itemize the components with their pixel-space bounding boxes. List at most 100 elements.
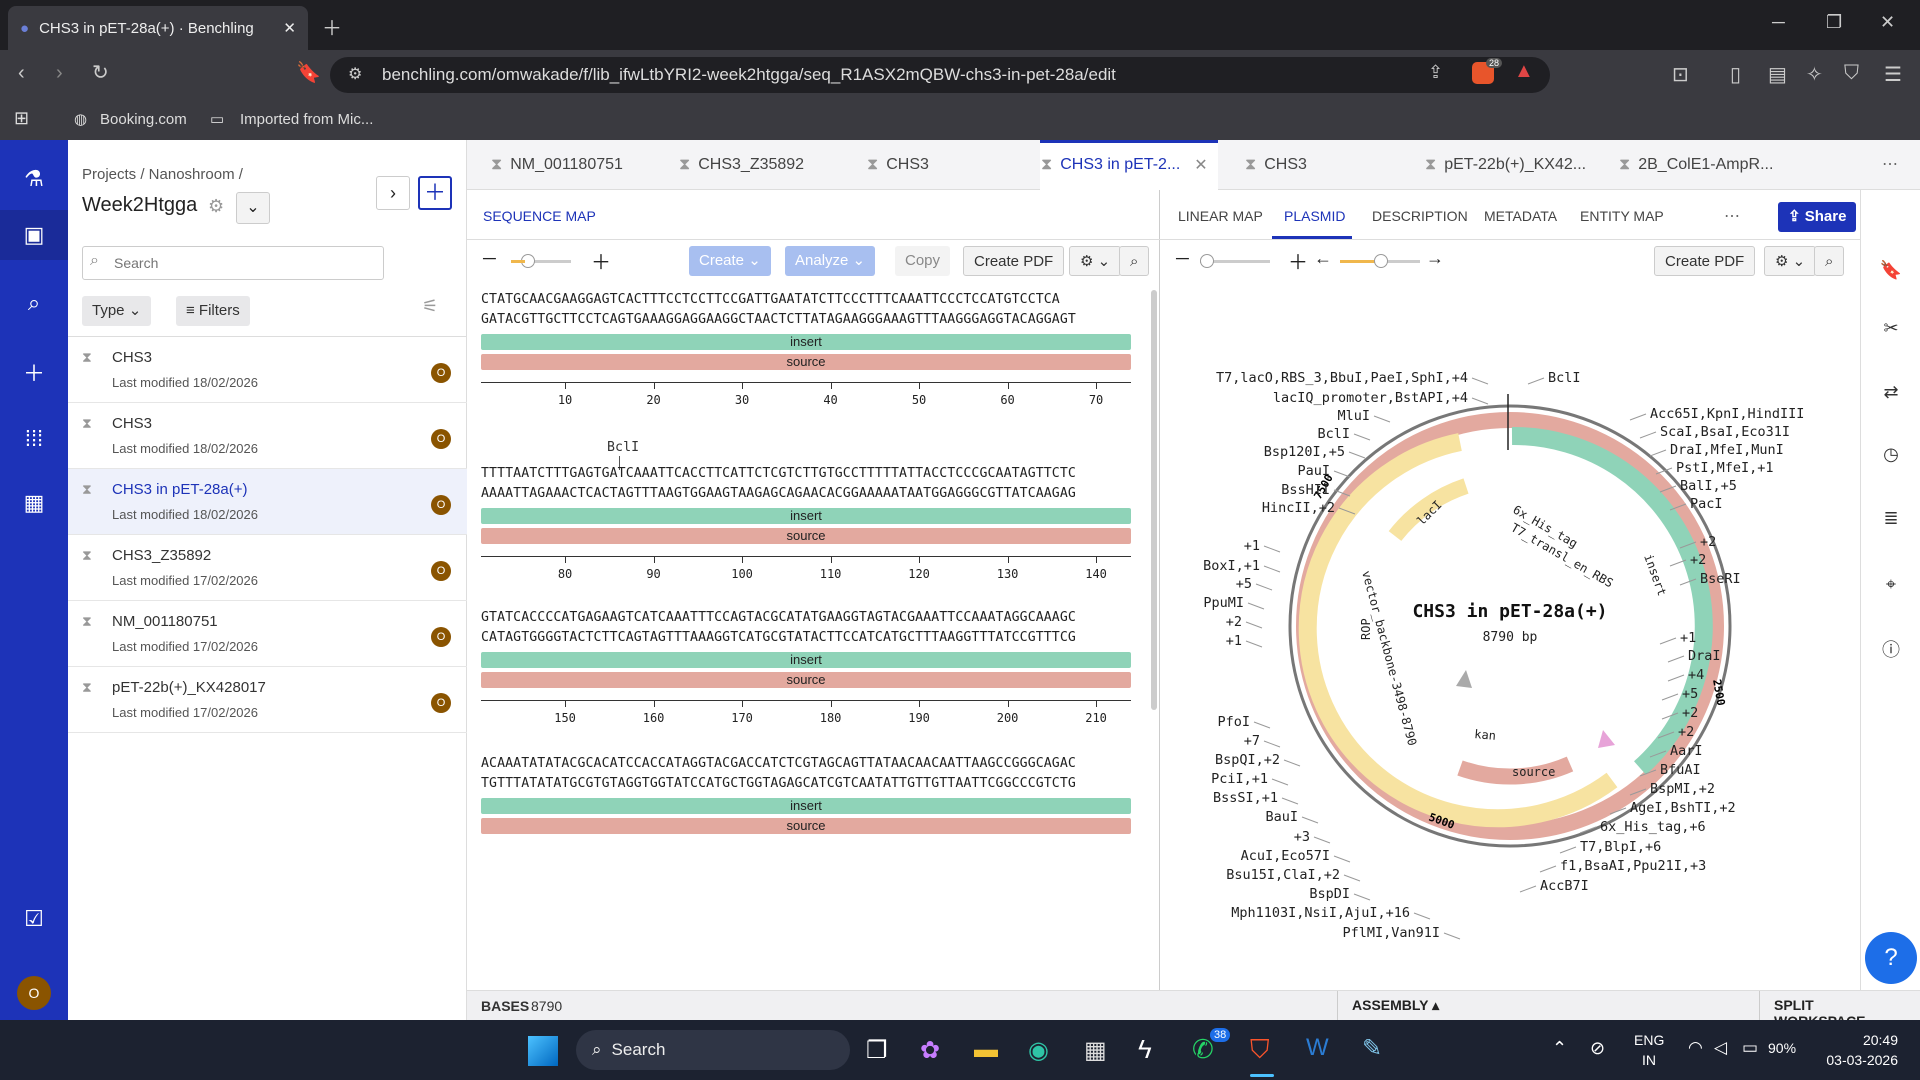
plasmid-zoom-slider[interactable] — [1200, 254, 1270, 268]
enzyme-site-label[interactable]: BclI — [1548, 370, 1581, 386]
plasmid-zoom-in-icon[interactable]: ＋ — [1288, 252, 1308, 274]
share-button[interactable]: ⇪ Share — [1778, 202, 1857, 232]
bookmark-icon[interactable]: 🔖 — [296, 62, 321, 84]
doc-tab[interactable]: ⧗ pET-22b(+)_KX42... — [1425, 140, 1586, 190]
insert-feature-bar[interactable]: insert — [481, 652, 1131, 668]
enzyme-site-label[interactable]: +3 — [1294, 829, 1310, 845]
file-list-item[interactable]: ⧗ CHS3 in pET-28a(+) Last modified 18/02/2… — [68, 469, 467, 535]
feature-label[interactable]: kan — [1474, 727, 1497, 743]
align-icon[interactable]: ⇄ — [1883, 382, 1899, 402]
analyze-button[interactable]: Analyze ⌄ — [785, 246, 876, 276]
brave-rewards-icon[interactable]: ▲ — [1514, 60, 1534, 82]
file-list-item[interactable]: ⧗ NM_001180751 Last modified 17/02/2026 O — [68, 601, 467, 667]
sidebar-toggle-icon[interactable]: ▯ — [1730, 64, 1742, 86]
enzyme-site-label[interactable]: 6x_His_tag,+6 — [1600, 819, 1706, 835]
enzyme-site-label[interactable]: +4 — [1688, 667, 1704, 683]
assembly-button[interactable]: ASSEMBLY ▴ — [1337, 991, 1453, 1020]
start-windows-icon[interactable] — [528, 1036, 558, 1066]
help-button[interactable]: ? — [1865, 932, 1917, 984]
address-bar[interactable]: benchling.com/omwakade/f/lib_ifwLtbYRI2-… — [330, 57, 1550, 93]
search-nav-icon[interactable]: ⌕ — [27, 290, 41, 315]
enzyme-site-label[interactable]: PauI — [1297, 463, 1330, 479]
benchling-logo-icon[interactable]: ⚗ — [24, 166, 44, 191]
insert-feature-bar[interactable]: insert — [481, 798, 1131, 814]
sequence-top-strand[interactable]: GTATCACCCCATGAGAAGTCATCAAATTTCCAGTACGCAT… — [481, 610, 1076, 625]
lang-label[interactable]: ENG — [1634, 1032, 1665, 1048]
zoom-out-icon[interactable]: ─ — [483, 248, 496, 268]
enzyme-site-label[interactable]: PflMI,Van91I — [1342, 925, 1440, 941]
reload-icon[interactable]: ↻ — [92, 62, 109, 84]
copy-button[interactable]: Copy — [895, 246, 951, 276]
seq-scrollbar[interactable] — [1151, 290, 1157, 710]
enzyme-site-label[interactable]: BspDI — [1309, 886, 1350, 902]
apps-icon[interactable]: ⁞⁞⁞ — [24, 426, 44, 451]
plasmid-pdf-button[interactable]: Create PDF — [1654, 246, 1756, 276]
sequence-bottom-strand[interactable]: GATACGTTGCTTCCTCAGTGAAAGGAGGAAGGCTAACTCT… — [481, 312, 1076, 327]
enzyme-site-label[interactable]: BspMI,+2 — [1650, 781, 1715, 797]
enzyme-site-label[interactable]: +1 — [1226, 633, 1242, 649]
sequence-bottom-strand[interactable]: AAAATTAGAAACTCACTAGTTTAAGTGGAAGTAAGAGCAG… — [481, 486, 1076, 501]
enzyme-site-label[interactable]: DraI — [1688, 648, 1721, 664]
vpn-icon[interactable]: ⛉ — [1844, 62, 1859, 84]
wifi-icon[interactable]: ◠ — [1688, 1038, 1703, 1057]
seq-settings-button[interactable]: ⚙ ⌄ — [1069, 246, 1122, 276]
file-list-item[interactable]: ⧗ CHS3 Last modified 18/02/2026 O — [68, 337, 467, 403]
create-plus-icon[interactable]: ＋ — [22, 361, 45, 386]
share-page-icon[interactable]: ⇪ — [1428, 62, 1444, 82]
vector-backbone-arc[interactable] — [1298, 433, 1618, 828]
enzyme-site-label[interactable]: +2 — [1690, 552, 1706, 568]
doc-tab[interactable]: ⧗ CHS3 in pET-2... ✕ — [1041, 140, 1208, 190]
leo-ai-icon[interactable]: ✧ — [1806, 64, 1823, 86]
site-info-icon[interactable]: ⚙ — [348, 66, 363, 83]
enzyme-site-label[interactable]: BssSI,+1 — [1213, 790, 1278, 806]
plasmid-view-tab[interactable]: PLASMID — [1284, 208, 1346, 224]
enzyme-site-label[interactable]: AcuI,Eco57I — [1241, 848, 1330, 864]
feature-label[interactable]: ROP — [1359, 618, 1373, 640]
enzyme-site-label[interactable]: lacIQ_promoter,BstAPI,+4 — [1273, 390, 1468, 406]
whatsapp-icon[interactable]: ✆ — [1192, 1034, 1214, 1064]
history-icon[interactable]: ◷ — [1883, 444, 1899, 464]
sequence-bottom-strand[interactable]: CATAGTGGGGTACTCTTCAGTAGTTTAAAGGTCATGCGTA… — [481, 630, 1076, 645]
plasmid-view-tab[interactable]: ENTITY MAP — [1580, 208, 1664, 224]
expand-panel-button[interactable]: › — [376, 176, 410, 210]
insert-feature-arc[interactable] — [1511, 426, 1713, 775]
zoom-in-icon[interactable]: ＋ — [591, 252, 611, 274]
sequence-top-strand[interactable]: TTTTAATCTTTGAGTGATCAAATTCACCTTCATTCTCGTC… — [481, 466, 1076, 481]
feature-label[interactable]: insert — [1641, 552, 1669, 598]
tray-overflow-icon[interactable]: ⌃ — [1552, 1038, 1568, 1058]
feature-label[interactable]: source — [1512, 765, 1555, 779]
laci-feature-arc[interactable] — [1388, 478, 1469, 542]
forward-icon[interactable]: › — [56, 62, 63, 84]
rotate-right-icon[interactable]: → — [1426, 248, 1444, 268]
browser-tab[interactable]: ● CHS3 in pET-28a(+) · Benchling ✕ — [8, 6, 308, 50]
doc-tab[interactable]: ⧗ CHS3 — [867, 140, 929, 190]
enzyme-site-label[interactable]: Bsu15I,ClaI,+2 — [1226, 867, 1340, 883]
enzyme-site-label[interactable]: f1,BsaAI,Ppu21I,+3 — [1560, 858, 1706, 874]
enzyme-site-label[interactable]: BoxI,+1 — [1203, 558, 1260, 574]
panel-settings-icon[interactable]: ⚟ — [422, 296, 439, 316]
filters-button[interactable]: ≡ Filters — [176, 296, 250, 326]
enzyme-site-label[interactable]: BauI — [1265, 809, 1298, 825]
copilot-icon[interactable]: ✿ — [920, 1037, 941, 1064]
zoom-slider[interactable] — [511, 254, 571, 268]
file-explorer-icon[interactable]: ▬ — [974, 1036, 998, 1063]
perplexity-icon[interactable]: ϟ — [1138, 1034, 1152, 1064]
enzyme-site-label[interactable]: AccB7I — [1540, 878, 1589, 894]
back-icon[interactable]: ‹ — [18, 62, 25, 84]
source-feature-bar[interactable]: source — [481, 672, 1131, 688]
more-options-icon[interactable]: ⋯ — [1724, 208, 1740, 225]
enzyme-site-label[interactable]: +1 — [1680, 630, 1696, 646]
kan-feature-arc[interactable] — [1457, 756, 1574, 785]
sequence-top-strand[interactable]: ACAAATATATACGCACATCCACCATAGGTACGACCATCTC… — [481, 756, 1076, 771]
task-view-icon[interactable]: ❐ — [866, 1037, 888, 1064]
sequence-top-strand[interactable]: CTATGCAACGAAGGAGTCACTTTCCTCCTTCCGATTGAAT… — [481, 292, 1060, 307]
word-icon[interactable]: W — [1306, 1034, 1329, 1061]
enzyme-site-label[interactable]: BalI,+5 — [1680, 478, 1737, 494]
sequence-map-tab[interactable]: SEQUENCE MAP — [483, 208, 596, 224]
type-filter-button[interactable]: Type ⌄ — [82, 296, 152, 326]
enzyme-site-label[interactable]: Acc65I,KpnI,HindIII — [1650, 406, 1804, 422]
feature-label[interactable]: vector_backbone-3498-8790 — [1359, 569, 1419, 747]
digest-scissors-icon[interactable]: ✂ — [1883, 318, 1899, 338]
enzyme-site-label[interactable]: BspQI,+2 — [1215, 752, 1280, 768]
plasmid-view-tab[interactable]: DESCRIPTION — [1372, 208, 1468, 224]
